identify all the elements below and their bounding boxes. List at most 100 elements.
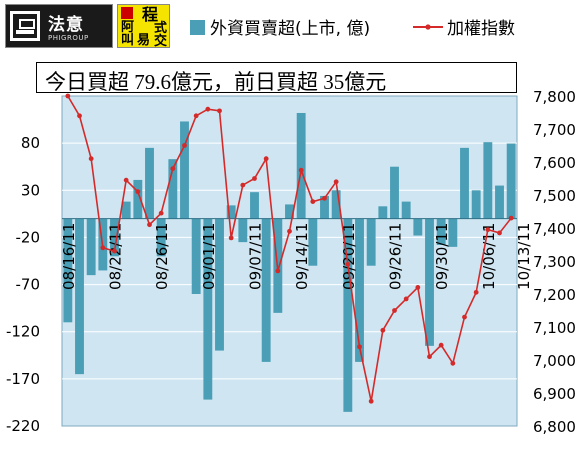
x-tick-label: 09/14/11 — [293, 223, 311, 290]
headline-text: 今日買超 79.6億元，前日買超 35億元 — [45, 70, 387, 94]
index-marker — [450, 360, 456, 366]
index-marker — [357, 344, 362, 350]
bar — [285, 204, 294, 219]
bar — [320, 195, 329, 219]
left-tick-label: -170 — [6, 370, 40, 388]
bar — [63, 218, 73, 323]
index-marker — [508, 215, 514, 221]
bar — [343, 218, 353, 412]
x-tick-label: 09/26/11 — [387, 223, 405, 290]
logo2-char: 程 — [142, 5, 159, 24]
index-marker — [380, 327, 386, 333]
logo2-char: 式 — [154, 21, 168, 36]
index-marker — [485, 227, 491, 233]
left-tick-label: -70 — [16, 276, 41, 294]
phigroup-logo-glyph — [10, 11, 40, 41]
index-marker — [310, 199, 316, 205]
right-tick-label: 7,000 — [533, 352, 576, 370]
bar — [203, 218, 213, 400]
left-tick-label: -220 — [6, 417, 40, 435]
index-marker — [77, 113, 82, 119]
right-tick-label: 7,300 — [533, 253, 576, 271]
index-marker — [333, 179, 339, 185]
index-marker — [193, 113, 199, 119]
legend-bar-label: 外資買賣超(上市, 億) — [210, 19, 370, 39]
left-tick-label: 30 — [21, 181, 40, 199]
index-marker — [252, 176, 257, 181]
index-marker — [123, 177, 129, 183]
right-tick-label: 7,700 — [533, 121, 576, 139]
bar — [495, 185, 504, 219]
bar — [180, 121, 189, 219]
right-tick-label: 7,500 — [533, 187, 576, 205]
x-axis-labels: 08/16/11 08/22/11 08/26/11 09/01/11 09/07/11… — [60, 223, 533, 290]
index-marker — [217, 108, 222, 114]
x-tick-label: 09/20/11 — [340, 223, 358, 290]
right-tick-label: 7,800 — [533, 88, 576, 106]
legend: 外資買賣超(上市, 億) 加權指數 — [190, 19, 515, 39]
index-marker — [403, 296, 409, 302]
x-tick-label: 09/30/11 — [433, 223, 451, 290]
bar — [366, 218, 376, 266]
right-tick-label: 6,900 — [533, 385, 576, 403]
index-marker — [205, 106, 211, 112]
bar — [331, 190, 341, 219]
index-marker — [65, 93, 71, 99]
x-tick-label: 08/16/11 — [60, 223, 78, 290]
phigroup-logo-text: 法意 — [48, 15, 84, 35]
x-tick-label: 08/22/11 — [107, 223, 125, 290]
bar — [506, 143, 516, 219]
left-tick-label: -20 — [16, 228, 41, 246]
index-marker — [392, 308, 397, 313]
bar — [401, 201, 411, 219]
legend-line-marker — [425, 24, 431, 30]
x-tick-label: 10/06/11 — [480, 223, 498, 290]
x-tick-label: 08/26/11 — [153, 223, 171, 290]
bar — [413, 218, 423, 236]
bar — [250, 192, 259, 219]
program-trading-logo-mark — [121, 7, 133, 19]
bar — [110, 218, 119, 257]
bar — [145, 147, 154, 219]
bar — [226, 205, 236, 219]
left-tick-label: 80 — [21, 134, 40, 152]
right-tick-label: 7,100 — [533, 319, 576, 337]
index-marker — [345, 261, 351, 267]
bar — [355, 218, 364, 362]
index-marker — [415, 285, 421, 290]
phigroup-logo-subtext: PHIGROUP — [48, 34, 89, 42]
right-tick-label: 7,400 — [533, 220, 576, 238]
bar — [261, 218, 271, 362]
index-marker — [462, 314, 467, 320]
x-tick-label: 10/13/11 — [515, 223, 533, 290]
line-series — [65, 93, 514, 404]
index-marker — [182, 143, 187, 148]
bar — [425, 218, 434, 346]
index-marker — [497, 230, 502, 236]
bar — [436, 218, 446, 245]
plot-area — [61, 95, 518, 427]
x-tick-label: 09/01/11 — [200, 223, 218, 290]
index-marker — [287, 228, 292, 234]
bar — [448, 218, 458, 247]
legend-bar-swatch — [190, 20, 205, 35]
right-tick-label: 7,600 — [533, 154, 576, 172]
x-tick-label: 09/07/11 — [247, 223, 265, 290]
bar — [133, 179, 143, 219]
right-tick-label: 7,200 — [533, 286, 576, 304]
index-marker — [170, 166, 176, 172]
index-marker — [147, 222, 152, 228]
index-marker — [298, 167, 304, 173]
bar — [378, 206, 388, 219]
bar — [390, 166, 399, 219]
index-marker — [473, 289, 479, 295]
headline-box: 今日買超 79.6億元，前日買超 35億元 — [36, 62, 517, 94]
right-tick-label: 6,800 — [533, 418, 576, 436]
index-marker — [112, 248, 117, 254]
index-marker — [322, 195, 327, 201]
left-axis-labels: 80 30 -20 -70 -120 -170 -220 — [6, 134, 40, 435]
bar — [215, 218, 224, 351]
bar — [308, 218, 318, 266]
index-marker — [158, 210, 164, 216]
